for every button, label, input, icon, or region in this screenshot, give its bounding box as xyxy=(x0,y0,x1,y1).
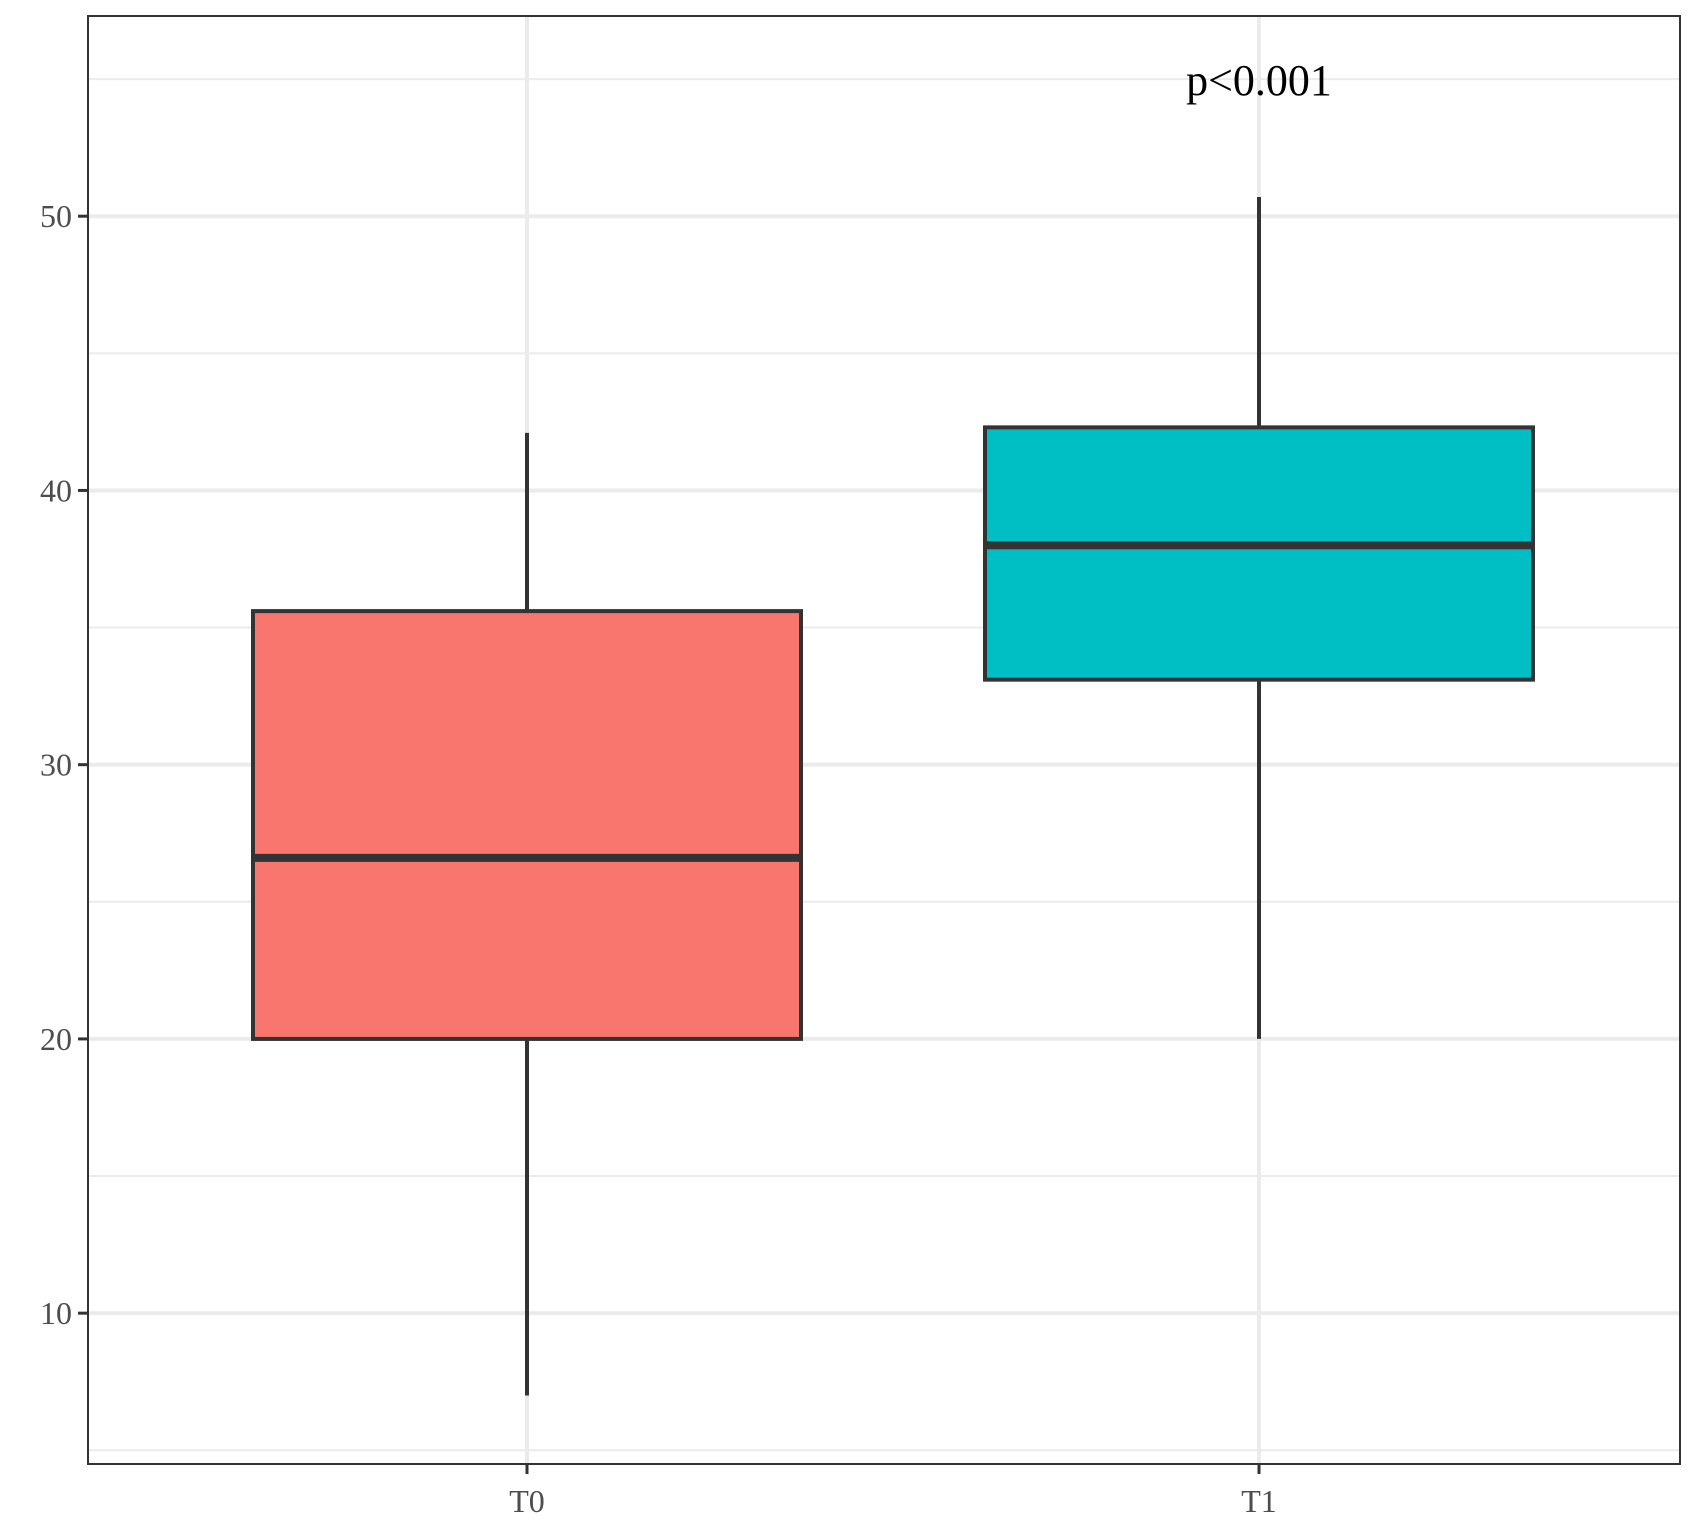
y-tick-label: 30 xyxy=(40,747,72,783)
box-T1 xyxy=(983,197,1535,1039)
p-value-annotation: p<0.001 xyxy=(1186,56,1332,105)
y-tick-label: 10 xyxy=(40,1295,72,1331)
y-axis: 10 20 30 40 50 xyxy=(40,198,88,1331)
y-tick-label: 20 xyxy=(40,1021,72,1057)
box-T0 xyxy=(251,432,803,1396)
x-tick-label: T1 xyxy=(1241,1483,1277,1519)
y-tick-label: 50 xyxy=(40,198,72,234)
y-tick-label: 40 xyxy=(40,472,72,508)
x-tick-label: T0 xyxy=(509,1483,545,1519)
boxes xyxy=(251,197,1535,1396)
box-body xyxy=(251,609,803,1041)
box-body xyxy=(983,425,1535,682)
plot-border xyxy=(87,15,1681,1465)
x-axis: T0 T1 xyxy=(509,1464,1277,1519)
